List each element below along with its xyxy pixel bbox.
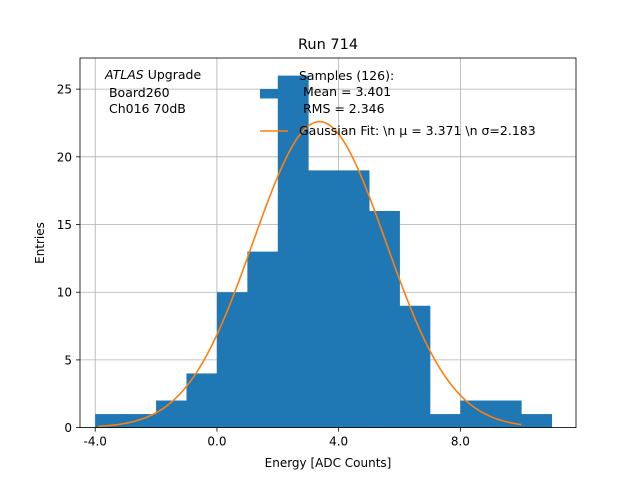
x-tick-label: 0.0 — [207, 435, 226, 449]
y-tick-label: 20 — [57, 150, 72, 164]
histogram-bar — [338, 170, 370, 428]
y-tick-label: 0 — [64, 421, 72, 435]
gaussian-fit-curve — [98, 120, 522, 428]
legend-samples-rms: RMS = 2.346 — [299, 101, 385, 116]
histogram-bar — [186, 373, 218, 428]
histogram-bar — [216, 292, 248, 428]
annotation-upgrade: Upgrade — [144, 67, 202, 82]
histogram-bar — [247, 251, 279, 428]
x-tick-label: -4.0 — [84, 435, 107, 449]
annotation-channel: Ch016 70dB — [105, 101, 186, 116]
y-tick-label: 15 — [57, 218, 72, 232]
x-tick-label: 4.0 — [329, 435, 348, 449]
x-axis-label: Energy [ADC Counts] — [265, 456, 392, 470]
y-tick-label: 5 — [64, 353, 72, 367]
axes-frame — [79, 57, 577, 429]
histogram-bars — [95, 75, 553, 428]
y-axis-ticks: 0 5 10 15 20 25 — [57, 83, 80, 435]
annotation-board: Board260 — [105, 85, 170, 100]
atlas-annotation: ATLAS Upgrade Board260 Ch016 70dB — [104, 67, 201, 116]
histogram-bar — [308, 170, 340, 428]
histogram-bar — [369, 210, 400, 428]
y-axis-label: Entries — [33, 222, 47, 264]
legend: Samples (126): Mean = 3.401 RMS = 2.346 … — [260, 68, 536, 138]
histogram-bar — [429, 414, 461, 428]
y-tick-label: 25 — [57, 83, 72, 97]
legend-fit-label: Gaussian Fit: \n μ = 3.371 \n σ=2.183 — [299, 123, 536, 138]
x-tick-label: 8.0 — [451, 435, 470, 449]
svg-text:ATLAS Upgrade: ATLAS Upgrade — [104, 67, 201, 82]
histogram-bar — [156, 400, 187, 428]
histogram-bar — [277, 75, 309, 428]
x-axis-ticks: -4.0 0.0 4.0 8.0 — [84, 427, 470, 449]
y-tick-label: 10 — [57, 286, 72, 300]
legend-samples-mean: Mean = 3.401 — [299, 84, 391, 99]
histogram-bar — [521, 414, 553, 428]
histogram-bar — [399, 305, 431, 428]
annotation-atlas: ATLAS — [104, 67, 144, 82]
chart-title: Run 714 — [298, 37, 358, 53]
legend-samples-title: Samples (126): — [299, 68, 394, 83]
legend-samples-swatch — [260, 89, 288, 99]
histogram-bar — [125, 414, 157, 428]
